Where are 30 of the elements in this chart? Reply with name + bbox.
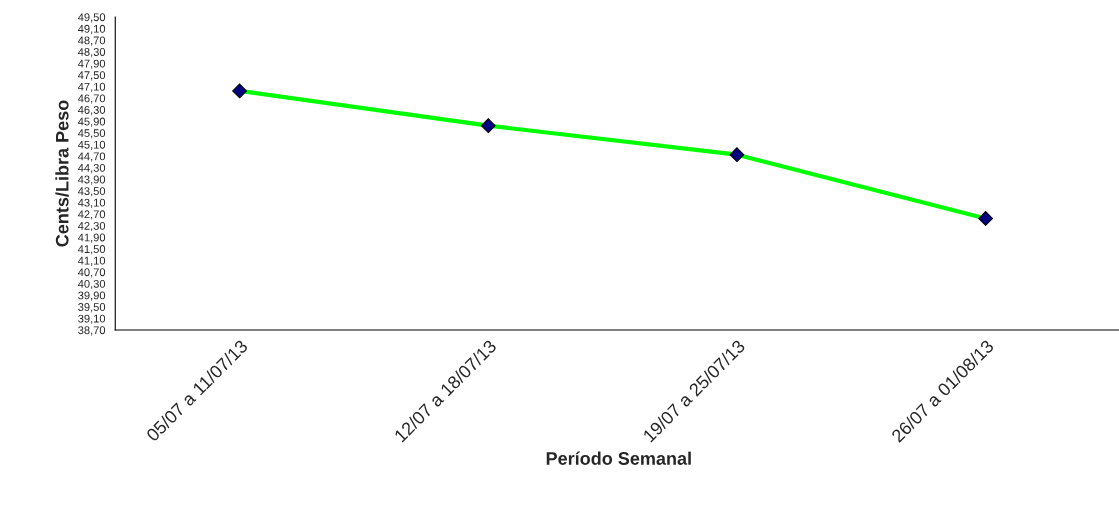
y-tick-label: 43,50 <box>77 187 106 197</box>
y-tick-label: 46,70 <box>77 94 106 104</box>
y-tick-label: 45,50 <box>77 129 106 139</box>
y-tick-label: 44,30 <box>77 163 106 174</box>
y-tick-label: 46,30 <box>77 106 106 116</box>
y-tick-label: 47,10 <box>77 82 106 92</box>
y-tick-label: 48,30 <box>77 48 106 58</box>
y-tick-label: 45,10 <box>77 140 106 150</box>
y-tick-label: 41,10 <box>77 256 106 266</box>
y-tick-label: 42,70 <box>77 210 106 220</box>
y-tick-label: 45,90 <box>77 117 106 127</box>
y-tick-label: 40,30 <box>77 279 106 290</box>
x-axis-title: Período Semanal <box>546 451 691 465</box>
y-tick-label: 39,10 <box>78 314 106 324</box>
y-tick-label: 39,90 <box>78 291 106 301</box>
y-tick-label: 43,10 <box>77 198 106 208</box>
y-tick-label: 49,50 <box>77 13 106 23</box>
y-tick-label: 38,70 <box>78 326 106 336</box>
y-axis-title: Cents/Libra Peso <box>55 100 69 247</box>
y-tick-label: 47,50 <box>77 71 106 81</box>
y-tick-label: 47,90 <box>77 59 106 69</box>
y-tick-label: 41,90 <box>77 233 106 243</box>
y-tick-label: 39,50 <box>78 303 106 313</box>
y-tick-label: 40,70 <box>77 268 106 278</box>
y-tick-label: 42,30 <box>77 221 106 232</box>
y-tick-label: 43,90 <box>77 175 106 185</box>
y-tick-label: 49,10 <box>77 24 106 35</box>
y-tick-label: 44,70 <box>77 152 106 162</box>
y-tick-label: 41,50 <box>77 245 106 255</box>
y-tick-label: 48,70 <box>77 36 106 46</box>
